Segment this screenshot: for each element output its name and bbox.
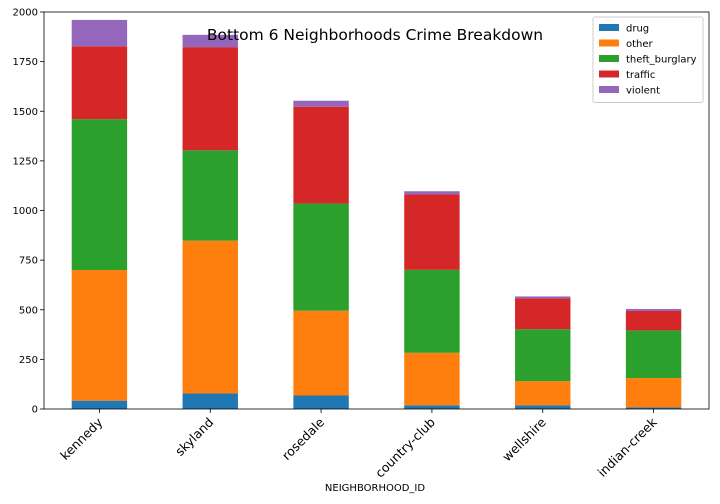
legend-label-theft_burglary: theft_burglary bbox=[626, 55, 697, 66]
chart-title: Bottom 6 Neighborhoods Crime Breakdown bbox=[207, 26, 543, 44]
y-tick-label: 500 bbox=[19, 305, 38, 316]
legend-label-traffic: traffic bbox=[626, 70, 655, 81]
y-tick-label: 750 bbox=[19, 256, 38, 267]
bar-drug-indian-creek bbox=[625, 407, 682, 409]
y-tick-label: 1000 bbox=[13, 206, 38, 217]
y-tick-label: 1250 bbox=[13, 156, 38, 167]
bar-traffic-country-club bbox=[404, 194, 460, 270]
bar-other-rosedale bbox=[293, 310, 349, 396]
legend-label-violent: violent bbox=[626, 86, 660, 97]
x-axis: kennedy skyland rosedale country-club wellsh… bbox=[57, 409, 660, 480]
y-axis: 0 250 500 750 1000 1250 1500 1750 2000 bbox=[13, 8, 44, 416]
legend-box bbox=[592, 16, 704, 103]
bar-traffic-indian-creek bbox=[625, 310, 682, 331]
bar-theft_burglary-wellshire bbox=[515, 329, 571, 382]
bar-traffic-wellshire bbox=[515, 298, 571, 330]
bar-drug-rosedale bbox=[293, 395, 349, 409]
bar-theft_burglary-indian-creek bbox=[625, 330, 682, 379]
legend-label-other: other bbox=[626, 39, 654, 50]
legend-swatch-violent bbox=[599, 86, 619, 93]
bar-traffic-skyland bbox=[182, 47, 238, 151]
bar-violent-country-club bbox=[404, 191, 460, 195]
bar-violent-kennedy bbox=[71, 19, 128, 47]
x-tick-label: kennedy bbox=[57, 414, 106, 463]
bar-drug-skyland bbox=[182, 393, 238, 409]
x-tick-label: country-club bbox=[372, 414, 438, 480]
x-tick-label: wellshire bbox=[499, 414, 549, 464]
bar-other-kennedy bbox=[71, 270, 128, 401]
bar-theft_burglary-country-club bbox=[404, 269, 460, 353]
x-tick-label: rosedale bbox=[279, 414, 328, 463]
bar-drug-kennedy bbox=[71, 400, 128, 409]
x-axis-label: NEIGHBORHOOD_ID bbox=[325, 483, 425, 494]
bar-traffic-kennedy bbox=[71, 46, 128, 120]
bar-theft_burglary-rosedale bbox=[293, 203, 349, 311]
y-tick-label: 1500 bbox=[13, 107, 38, 118]
bar-theft_burglary-skyland bbox=[182, 150, 238, 241]
x-tick-label: indian-creek bbox=[594, 414, 660, 480]
bar-violent-wellshire bbox=[515, 296, 571, 299]
y-tick-label: 1750 bbox=[13, 57, 38, 68]
bar-other-skyland bbox=[182, 240, 238, 394]
legend-swatch-drug bbox=[599, 24, 619, 31]
y-tick-label: 0 bbox=[32, 405, 38, 416]
legend-swatch-traffic bbox=[599, 70, 619, 78]
legend-label-drug: drug bbox=[626, 24, 649, 35]
bar-traffic-rosedale bbox=[293, 106, 349, 204]
bar-other-indian-creek bbox=[625, 378, 682, 408]
bar-violent-rosedale bbox=[293, 100, 349, 107]
plot-frame bbox=[43, 11, 710, 410]
x-tick-label: skyland bbox=[172, 415, 216, 459]
legend-swatch-other bbox=[599, 39, 619, 47]
bar-other-country-club bbox=[404, 352, 460, 406]
bar-other-wellshire bbox=[515, 381, 571, 406]
y-tick-label: 250 bbox=[19, 355, 38, 366]
legend-swatch-theft_burglary bbox=[599, 55, 619, 62]
bar-violent-skyland bbox=[182, 34, 238, 48]
bar-drug-wellshire bbox=[515, 405, 571, 409]
y-tick-label: 2000 bbox=[13, 8, 38, 19]
bar-drug-country-club bbox=[404, 405, 460, 409]
bar-violent-indian-creek bbox=[625, 308, 682, 311]
bars-group bbox=[71, 19, 682, 409]
bar-theft_burglary-kennedy bbox=[71, 119, 128, 271]
